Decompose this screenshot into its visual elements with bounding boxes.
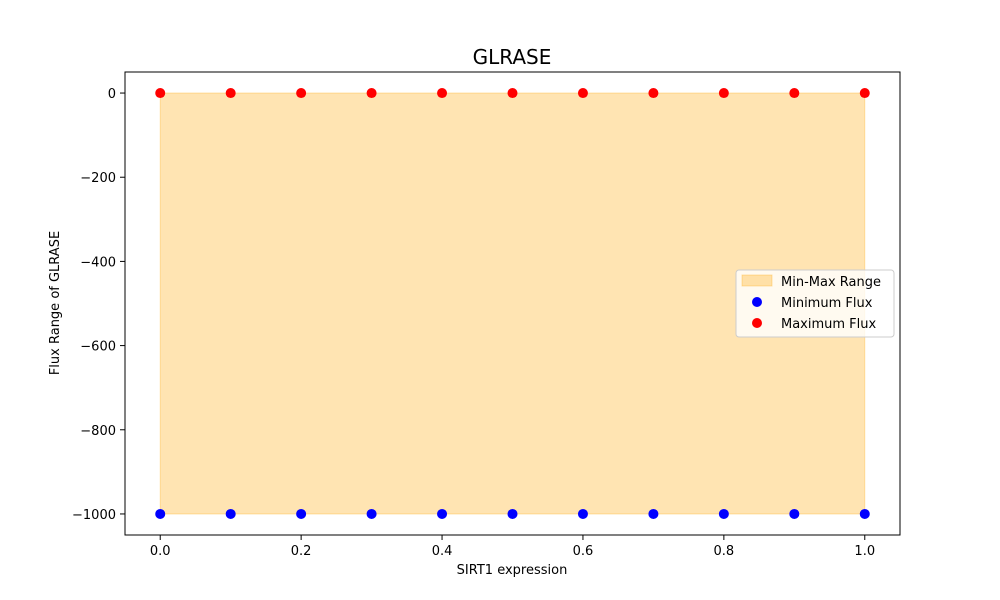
x-tick-label: 0.0: [150, 544, 171, 559]
x-axis: 0.0 0.2 0.4 0.6 0.8 1.0: [150, 535, 875, 559]
legend-label-maximum-flux: Maximum Flux: [781, 317, 877, 332]
point-minimum-flux-1: [225, 508, 236, 519]
point-minimum-flux-3: [366, 508, 377, 519]
point-maximum-flux-7: [648, 88, 659, 99]
y-tick-label: −200: [80, 171, 116, 186]
point-maximum-flux-1: [225, 88, 236, 99]
x-tick-label: 0.4: [432, 544, 453, 559]
point-maximum-flux-2: [296, 88, 307, 99]
point-maximum-flux-10: [859, 88, 870, 99]
y-tick-label: −800: [80, 424, 116, 439]
y-tick-label: −1000: [72, 508, 116, 523]
y-tick-label: −400: [80, 255, 116, 270]
point-maximum-flux-4: [437, 88, 448, 99]
legend-marker-maximum-flux: [752, 318, 762, 328]
y-axis: 0 −200 −400 −600 −800 −1000: [72, 87, 125, 523]
point-minimum-flux-0: [155, 508, 166, 519]
x-tick-label: 1.0: [854, 544, 875, 559]
x-tick-label: 0.2: [291, 544, 312, 559]
point-maximum-flux-8: [718, 88, 729, 99]
legend-box: [735, 269, 895, 338]
x-axis-label: SIRT1 expression: [457, 563, 568, 578]
point-maximum-flux-9: [789, 88, 800, 99]
plot-area: [155, 88, 870, 519]
legend: Min-Max Range Minimum Flux Maximum Flux: [735, 269, 895, 338]
y-tick-label: 0: [108, 87, 116, 102]
point-maximum-flux-0: [155, 88, 166, 99]
legend-label-minimum-flux: Minimum Flux: [781, 296, 873, 311]
x-tick-label: 0.8: [714, 544, 735, 559]
point-minimum-flux-10: [859, 508, 870, 519]
point-minimum-flux-5: [507, 508, 518, 519]
point-minimum-flux-9: [789, 508, 800, 519]
point-maximum-flux-5: [507, 88, 518, 99]
point-minimum-flux-7: [648, 508, 659, 519]
plot-frame: [124, 71, 901, 536]
legend-swatch-range: [741, 274, 773, 287]
x-tick-label: 0.6: [573, 544, 594, 559]
y-tick-label: −600: [80, 340, 116, 355]
y-axis-label: Flux Range of GLRASE: [48, 231, 63, 375]
point-maximum-flux-3: [366, 88, 377, 99]
point-minimum-flux-6: [577, 508, 588, 519]
legend-marker-minimum-flux: [752, 297, 762, 307]
point-minimum-flux-8: [718, 508, 729, 519]
point-minimum-flux-4: [437, 508, 448, 519]
point-maximum-flux-6: [577, 88, 588, 99]
legend-label-range: Min-Max Range: [781, 275, 881, 290]
chart-title: GLRASE: [473, 45, 552, 69]
point-minimum-flux-2: [296, 508, 307, 519]
